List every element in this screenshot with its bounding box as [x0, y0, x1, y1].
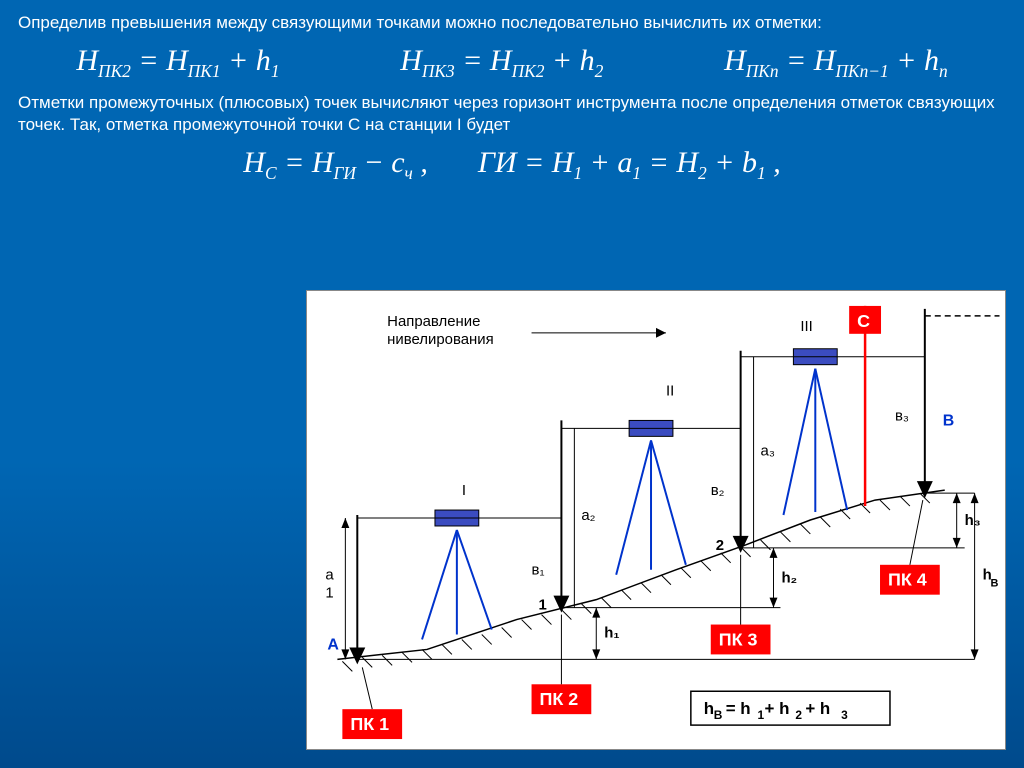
equation-row-2: HC = HГИ − cч , ГИ = H1 + a1 = H2 + b1 , — [0, 140, 1024, 190]
station-3-label: III — [800, 318, 812, 335]
reading-a1-sub: 1 — [325, 585, 333, 602]
svg-text:= h: = h — [726, 699, 751, 718]
h2-label: h₂ — [781, 570, 797, 587]
pk2-label: ПК 2 — [540, 689, 579, 709]
reading-b1: в₁ — [532, 562, 545, 579]
reading-a3: а₃ — [761, 442, 775, 459]
equation-3: HПКn = HПКn−1 + hn — [724, 44, 948, 82]
intro-paragraph: Определив превышения между связующими то… — [0, 0, 1024, 38]
mid-paragraph: Отметки промежуточных (плюсовых) точек в… — [0, 88, 1024, 140]
hb-sub: B — [991, 578, 999, 590]
svg-text:1: 1 — [758, 708, 765, 722]
pk4-label: ПК 4 — [888, 570, 927, 590]
station-2-label: II — [666, 383, 674, 400]
equation-4: HC = HГИ − cч , — [243, 146, 428, 184]
point-c-label: C — [857, 311, 870, 331]
svg-text:+ h: + h — [765, 699, 790, 718]
reading-b3: в₃ — [895, 407, 909, 424]
direction-label-1: Направление — [387, 313, 480, 330]
station-3-tripod — [783, 349, 847, 515]
leveling-diagram: Направление нивелирования III II I A 1 — [306, 290, 1006, 750]
svg-text:B: B — [714, 708, 723, 722]
svg-text:+ h: + h — [805, 699, 830, 718]
equation-row-1: HПК2 = HПК1 + h1 HПК3 = HПК2 + h2 HПКn =… — [0, 38, 1024, 88]
direction-label-2: нивелирования — [387, 331, 493, 348]
point-b-label: B — [943, 412, 955, 429]
h1-label: h₁ — [604, 624, 619, 641]
svg-text:3: 3 — [841, 708, 848, 722]
equation-1: HПК2 = HПК1 + h1 — [76, 44, 279, 82]
reading-a1: а — [325, 567, 334, 584]
point-1-label: 1 — [539, 597, 547, 614]
reading-a2: а₂ — [581, 507, 595, 524]
point-a-label: A — [327, 636, 339, 653]
svg-text:2: 2 — [795, 708, 802, 722]
h3-label: h₃ — [965, 512, 981, 529]
reading-b2: в₂ — [711, 482, 725, 499]
formula-text: h — [704, 699, 714, 718]
point-2-label: 2 — [716, 537, 724, 554]
pk3-label: ПК 3 — [719, 629, 758, 649]
equation-2: HПК3 = HПК2 + h2 — [400, 44, 603, 82]
station-2-tripod — [616, 420, 686, 574]
station-1-tripod — [422, 510, 492, 639]
equation-5: ГИ = H1 + a1 = H2 + b1 , — [478, 146, 781, 184]
station-1-label: I — [462, 482, 466, 499]
pk1-label: ПК 1 — [350, 714, 389, 734]
